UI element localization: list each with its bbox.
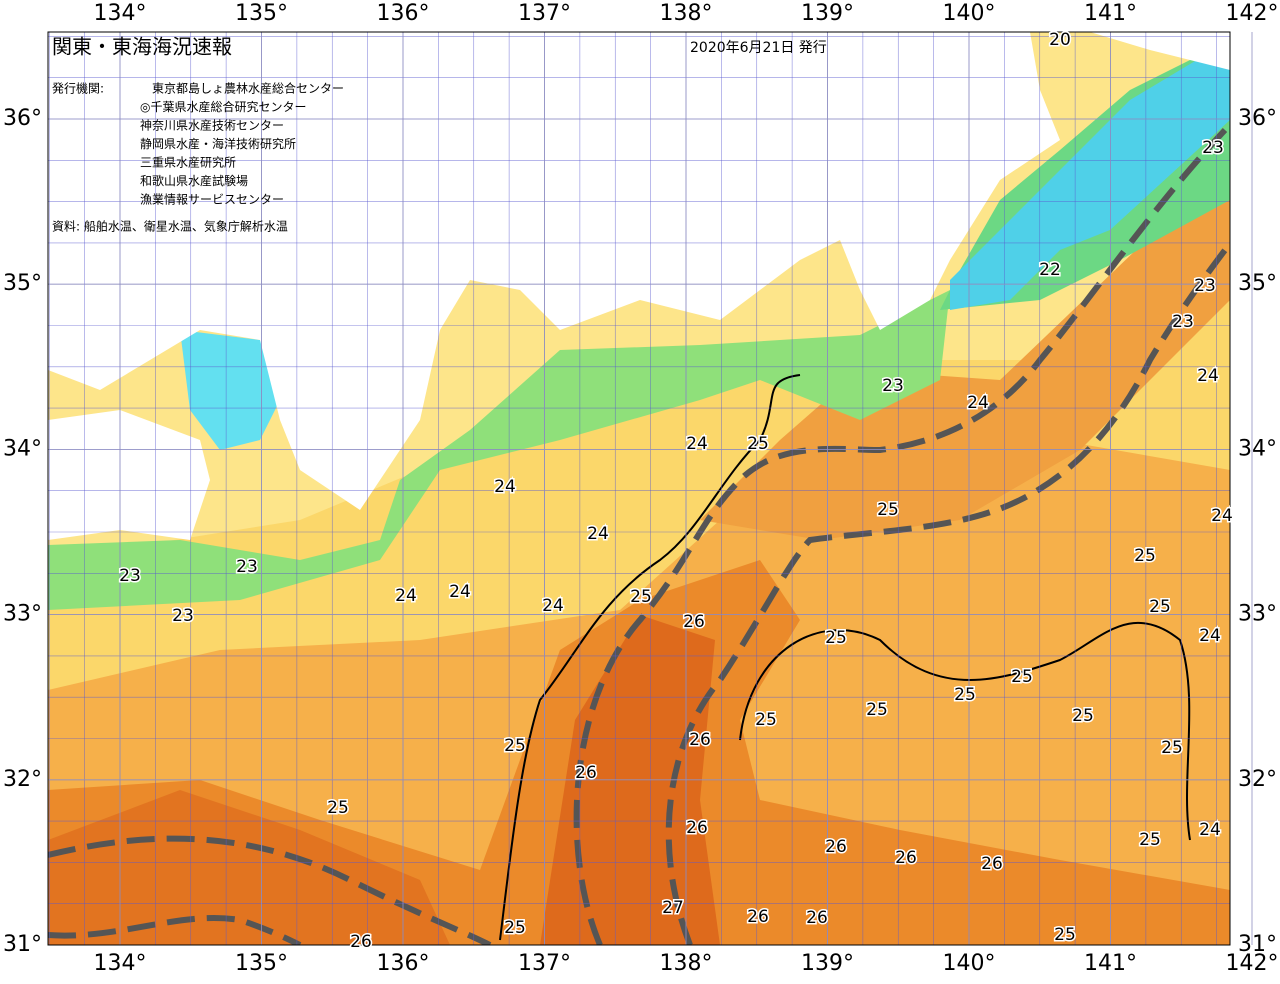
lat-label: 32° bbox=[1238, 767, 1277, 792]
contour-label: 25 bbox=[747, 434, 769, 454]
contour-label: 24 bbox=[542, 596, 564, 616]
contour-label: 25 bbox=[1072, 706, 1094, 726]
contour-label: 23 bbox=[1202, 138, 1224, 158]
lon-label: 139° bbox=[801, 1, 854, 26]
lat-label: 33° bbox=[1238, 602, 1277, 627]
lon-label: 142° bbox=[1226, 951, 1279, 976]
lat-label: 35° bbox=[1238, 271, 1277, 296]
lon-label: 140° bbox=[943, 1, 996, 26]
lon-label: 138° bbox=[660, 1, 713, 26]
contour-label: 24 bbox=[1197, 366, 1219, 386]
lat-label: 36° bbox=[3, 106, 42, 131]
contour-label: 24 bbox=[1211, 506, 1233, 526]
lat-label: 34° bbox=[3, 436, 42, 461]
contour-label: 26 bbox=[575, 763, 597, 783]
lon-label: 137° bbox=[518, 1, 571, 26]
contour-label: 25 bbox=[954, 685, 976, 705]
lon-label: 136° bbox=[377, 1, 430, 26]
contour-label: 25 bbox=[1139, 830, 1161, 850]
contour-label: 25 bbox=[504, 736, 526, 756]
contour-label: 23 bbox=[882, 376, 904, 396]
lon-label: 134° bbox=[94, 951, 147, 976]
contour-label: 25 bbox=[504, 918, 526, 938]
lat-label: 33° bbox=[3, 602, 42, 627]
lon-label: 135° bbox=[235, 951, 288, 976]
issuer: 漁業情報サービスセンター bbox=[140, 193, 284, 207]
lat-label: 31° bbox=[3, 932, 42, 957]
contour-label: 24 bbox=[494, 477, 516, 497]
contour-label: 26 bbox=[895, 848, 917, 868]
lon-label: 138° bbox=[660, 951, 713, 976]
issuer: 東京都島しょ農林水産総合センター bbox=[152, 81, 344, 96]
contour-label: 25 bbox=[630, 587, 652, 607]
contour-label: 25 bbox=[1011, 667, 1033, 687]
contour-label: 26 bbox=[689, 730, 711, 750]
contour-label: 25 bbox=[877, 500, 899, 520]
lat-label: 32° bbox=[3, 767, 42, 792]
contour-label: 25 bbox=[1161, 738, 1183, 758]
lon-label: 140° bbox=[943, 951, 996, 976]
contour-label: 23 bbox=[1172, 312, 1194, 332]
map-title: 関東・東海海況速報 bbox=[52, 35, 232, 59]
issue-date: 2020年6月21日 発行 bbox=[690, 40, 827, 56]
contour-label: 22 bbox=[1039, 260, 1061, 280]
contour-label: 26 bbox=[747, 907, 769, 927]
contour-label: 23 bbox=[236, 557, 258, 577]
lon-label: 135° bbox=[235, 1, 288, 26]
sea-surface bbox=[48, 32, 1230, 945]
data-source: 資料: 船舶水温、衛星水温、気象庁解析水温 bbox=[52, 219, 288, 234]
contour-label: 24 bbox=[686, 434, 708, 454]
lon-label: 141° bbox=[1084, 1, 1137, 26]
graticule bbox=[48, 32, 1253, 946]
contour-label: 23 bbox=[1194, 276, 1216, 296]
contour-label: 24 bbox=[967, 393, 989, 413]
contour-label: 24 bbox=[1199, 820, 1221, 840]
issuer: 静岡県水産・海洋技術研究所 bbox=[140, 136, 296, 151]
lat-label: 31° bbox=[1238, 932, 1277, 957]
lon-label: 139° bbox=[801, 951, 854, 976]
contour-label: 26 bbox=[806, 908, 828, 928]
issuer: 三重県水産研究所 bbox=[140, 155, 236, 170]
contour-label: 26 bbox=[981, 854, 1003, 874]
issuer: 和歌山県水産試験場 bbox=[140, 173, 248, 188]
contour-label: 27 bbox=[662, 898, 684, 918]
issuers-label: 発行機関: bbox=[52, 81, 104, 96]
contour-label: 25 bbox=[866, 700, 888, 720]
map-frame bbox=[47, 31, 1231, 946]
contour-label: 26 bbox=[683, 612, 705, 632]
contour-label: 26 bbox=[686, 818, 708, 838]
contour-label: 24 bbox=[449, 582, 471, 602]
contour-label: 26 bbox=[825, 837, 847, 857]
contour-label: 25 bbox=[1134, 546, 1156, 566]
contour-label: 23 bbox=[172, 606, 194, 626]
issuers-list: 東京都島しょ農林水産総合センター ◎千葉県水産総合研究センター神奈川県水産技術セン… bbox=[140, 81, 344, 207]
contour-label: 25 bbox=[825, 628, 847, 648]
contour-label: 24 bbox=[395, 586, 417, 606]
contour-label: 25 bbox=[1149, 597, 1171, 617]
contour-label: 24 bbox=[587, 524, 609, 544]
lon-label: 136° bbox=[377, 951, 430, 976]
contour-label: 25 bbox=[755, 710, 777, 730]
contour-label: 23 bbox=[119, 566, 141, 586]
issuer: 神奈川県水産技術センター bbox=[140, 118, 284, 133]
contour-label: 24 bbox=[1199, 626, 1221, 646]
lon-label: 137° bbox=[518, 951, 571, 976]
contour-label: 25 bbox=[1054, 925, 1076, 945]
lat-label: 36° bbox=[1238, 106, 1277, 131]
lon-label: 134° bbox=[94, 1, 147, 26]
lon-label: 141° bbox=[1084, 951, 1137, 976]
contour-label: 26 bbox=[350, 932, 372, 952]
lon-label: 142° bbox=[1226, 1, 1279, 26]
lat-label: 35° bbox=[3, 271, 42, 296]
issuer: ◎千葉県水産総合研究センター bbox=[140, 99, 306, 114]
contour-label: 25 bbox=[327, 798, 349, 818]
lat-label: 34° bbox=[1238, 436, 1277, 461]
contour-label: 20 bbox=[1049, 30, 1071, 50]
